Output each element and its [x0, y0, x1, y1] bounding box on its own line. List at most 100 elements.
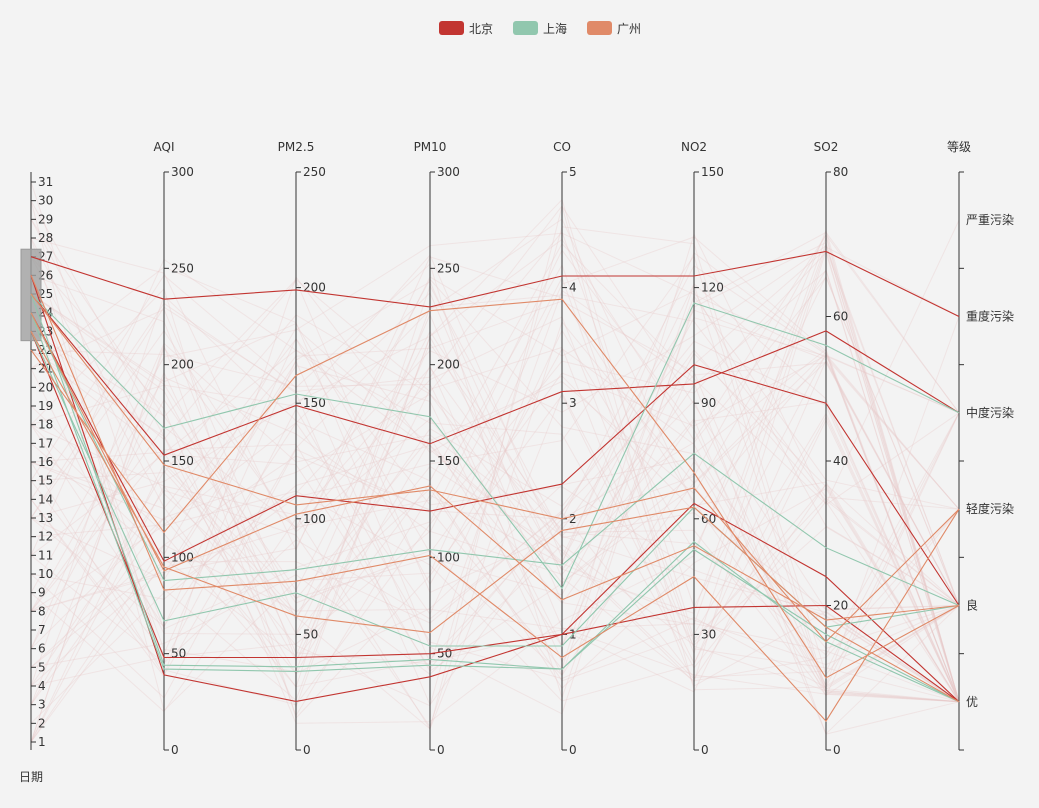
tick-label: 150 — [437, 454, 460, 468]
tick-label: 100 — [437, 550, 460, 564]
background-line — [30, 293, 960, 554]
legend-item-0[interactable]: 北京 — [439, 21, 493, 36]
axis-name: AQI — [154, 140, 175, 154]
tick-label: 20 — [38, 380, 53, 394]
legend-label: 广州 — [617, 22, 641, 36]
series-line[interactable] — [30, 312, 960, 607]
background-line — [30, 365, 960, 703]
series-1 — [30, 293, 960, 703]
axis-7: 等级优 良 轻度污染 中度污染 重度污染 严重污染 — [947, 140, 1014, 751]
background-line — [30, 275, 960, 628]
legend[interactable]: 北京 上海 广州 — [439, 21, 641, 36]
tick-label: 中度污染 — [966, 405, 1014, 420]
tick-label: 150 — [701, 165, 724, 179]
background-line — [30, 289, 960, 735]
axis-name: 等级 — [947, 140, 971, 154]
background-line — [30, 263, 960, 703]
background-line — [30, 526, 960, 675]
series-line[interactable] — [30, 331, 960, 703]
tick-label: 14 — [38, 492, 53, 506]
tick-label: 26 — [38, 268, 53, 282]
background-line — [30, 329, 960, 649]
legend-item-1[interactable]: 上海 — [513, 21, 567, 36]
legend-label: 上海 — [543, 21, 567, 36]
background-line — [30, 400, 960, 703]
tick-label: 50 — [437, 647, 452, 661]
series-lines[interactable] — [30, 250, 960, 723]
legend-item-2[interactable]: 广州 — [587, 21, 641, 36]
axis-name: PM10 — [414, 140, 447, 154]
background-line — [30, 317, 960, 563]
tick-label: 31 — [38, 175, 53, 189]
series-line[interactable] — [30, 250, 960, 317]
tick-label: 17 — [38, 436, 53, 450]
background-line — [30, 278, 960, 702]
series-line[interactable] — [30, 312, 960, 703]
background-line — [30, 276, 960, 678]
tick-label: 120 — [701, 281, 724, 295]
axis-name: NO2 — [681, 140, 707, 154]
tick-label: 200 — [437, 358, 460, 372]
tick-label: 19 — [38, 399, 53, 413]
tick-label: 0 — [303, 743, 311, 757]
tick-label: 4 — [569, 281, 577, 295]
background-line — [30, 218, 960, 703]
series-line[interactable] — [30, 275, 960, 723]
background-line — [30, 408, 960, 689]
tick-label: 0 — [171, 743, 179, 757]
background-line — [30, 252, 960, 743]
tick-label: 60 — [701, 512, 716, 526]
tick-label: 150 — [303, 396, 326, 410]
tick-label: 11 — [38, 548, 53, 562]
background-line — [30, 248, 960, 702]
series-line[interactable] — [30, 312, 960, 606]
background-line — [30, 200, 960, 703]
axis-6: SO2 0 20 40 60 80 — [814, 140, 849, 757]
tick-label: 0 — [437, 743, 445, 757]
legend-swatch — [439, 21, 464, 35]
background-line — [30, 309, 960, 670]
series-line[interactable] — [30, 293, 960, 643]
background-line — [30, 219, 960, 687]
background-line — [30, 274, 960, 703]
series-line[interactable] — [30, 331, 960, 703]
tick-label: 3 — [569, 396, 577, 410]
background-line — [30, 300, 960, 687]
tick-label: 150 — [171, 454, 194, 468]
series-0 — [30, 250, 960, 703]
background-line — [30, 242, 960, 702]
tick-label: 16 — [38, 455, 53, 469]
background-line — [30, 228, 960, 724]
series-line[interactable] — [30, 298, 960, 679]
background-line — [30, 205, 960, 730]
background-line — [30, 279, 960, 656]
background-line — [30, 417, 960, 735]
series-line[interactable] — [30, 275, 960, 703]
series-line[interactable] — [30, 293, 960, 590]
background-line — [30, 226, 960, 707]
tick-label: 250 — [171, 261, 194, 275]
background-line — [30, 219, 960, 702]
background-line — [30, 352, 960, 743]
tick-label: 20 — [833, 599, 848, 613]
background-line — [30, 293, 960, 673]
tick-label: 250 — [437, 261, 460, 275]
axes: 日期12345678910111213141516171819202122232… — [19, 140, 1014, 784]
background-line — [30, 254, 960, 703]
tick-label: 50 — [303, 627, 318, 641]
series-2 — [30, 275, 960, 723]
series-line[interactable] — [30, 293, 960, 456]
background-line — [30, 308, 960, 703]
tick-label: 200 — [171, 358, 194, 372]
tick-label: 5 — [38, 660, 46, 674]
background-line — [30, 200, 960, 712]
tick-label: 5 — [569, 165, 577, 179]
tick-label: 0 — [833, 743, 841, 757]
series-line[interactable] — [30, 293, 960, 703]
background-line — [30, 268, 960, 705]
tick-label: 0 — [701, 743, 709, 757]
tick-label: 8 — [38, 604, 46, 618]
tick-label: 9 — [38, 586, 46, 600]
background-line — [30, 342, 960, 691]
